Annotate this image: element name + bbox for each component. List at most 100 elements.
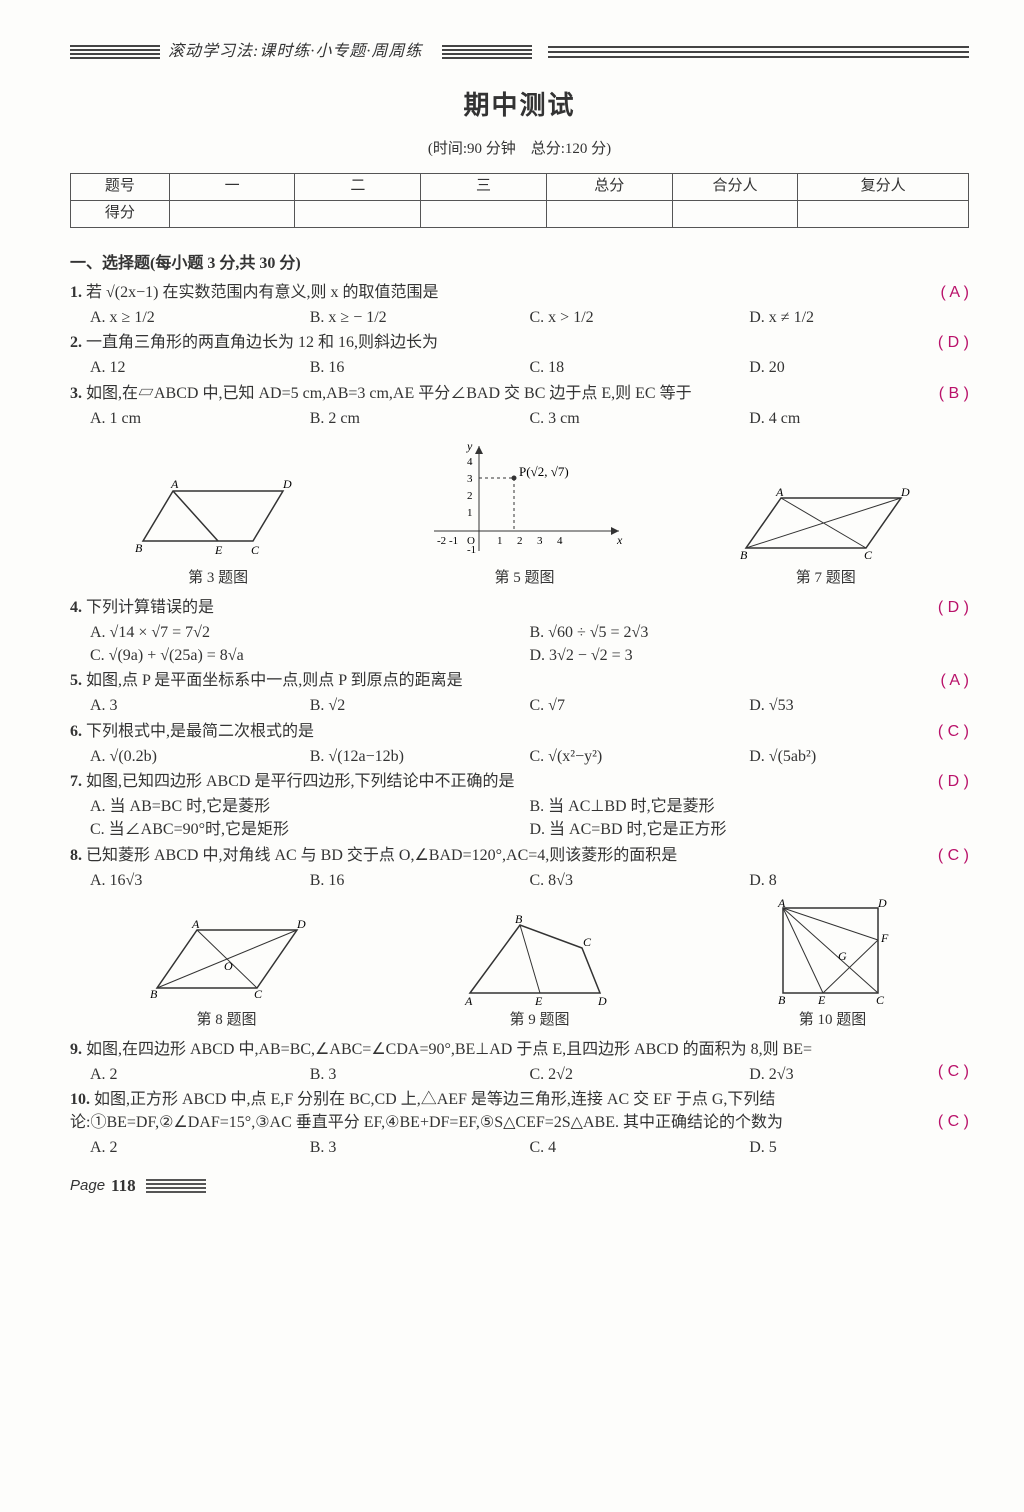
svg-text:E: E [534,994,543,1008]
figure-5: x y O -1-2 1234 1234 -1 P(√2, √7) 第 5 题图 [419,436,629,590]
svg-text:A: A [170,477,179,491]
svg-text:2: 2 [467,490,473,502]
svg-text:D: D [900,486,910,499]
svg-text:-1: -1 [449,535,458,547]
series-title: 滚动学习法:课时练·小专题·周周练 [168,40,422,63]
td [295,200,421,227]
options-3: A. 1 cm B. 2 cm C. 3 cm D. 4 cm [90,407,969,430]
question-3: 3. 如图,在▱ABCD 中,已知 AD=5 cm,AB=3 cm,AE 平分∠… [70,382,969,405]
opt: D. √53 [749,694,969,717]
figcap: 第 7 题图 [736,568,916,590]
opt: C. √(x²−y²) [530,745,750,768]
opt: A. 2 [90,1136,310,1159]
svg-text:3: 3 [467,473,473,485]
question-7: 7. 如图,已知四边形 ABCD 是平行四边形,下列结论中不正确的是 D [70,770,969,793]
figure-3: A D B E C 第 3 题图 [123,476,313,590]
figure-7: A D B C 第 7 题图 [736,486,916,590]
opt: C. 4 [530,1136,750,1159]
svg-text:D: D [597,994,607,1008]
stem: 6. 下列根式中,是最简二次根式的是 [70,723,314,740]
opt: D. 5 [749,1136,969,1159]
stem: 2. 一直角三角形的两直角边长为 12 和 16,则斜边长为 [70,334,438,351]
th: 题号 [71,173,170,200]
svg-text:B: B [778,993,786,1007]
svg-text:C: C [254,987,263,1001]
opt: C. 18 [530,356,750,379]
svg-text:y: y [466,439,473,453]
th: 复分人 [798,173,969,200]
opt: D. 20 [749,356,969,379]
svg-text:D: D [296,918,306,931]
options-1: A. x ≥ 1/2 B. x ≥ − 1/2 C. x > 1/2 D. x … [90,306,969,329]
options-9: A. 2 B. 3 C. 2√2 D. 2√3 [90,1063,969,1086]
opt: B. x ≥ − 1/2 [310,306,530,329]
stem: 5. 如图,点 P 是平面坐标系中一点,则点 P 到原点的距离是 [70,672,463,689]
figcap: 第 10 题图 [768,1010,898,1032]
figcap: 第 5 题图 [419,568,629,590]
question-9: 9. 如图,在四边形 ABCD 中,AB=BC,∠ABC=∠CDA=90°,BE… [70,1038,969,1061]
figcap: 第 9 题图 [455,1010,625,1032]
opt: C. 当∠ABC=90°时,它是矩形 [90,818,530,841]
td: 得分 [71,200,170,227]
stem: 7. 如图,已知四边形 ABCD 是平行四边形,下列结论中不正确的是 [70,773,514,790]
figcap: 第 8 题图 [142,1010,312,1032]
answer: D [938,331,969,354]
page-footer: Page 118 [70,1174,969,1199]
th: 合分人 [672,173,798,200]
svg-text:A: A [191,918,200,931]
page-label: Page [70,1175,105,1197]
question-4: 4. 下列计算错误的是 D [70,596,969,619]
opt: B. √(12a−12b) [310,745,530,768]
point-label: P(√2, √7) [519,464,569,479]
svg-text:C: C [864,548,873,562]
svg-text:F: F [880,931,889,945]
svg-text:C: C [583,935,592,949]
svg-text:O: O [224,959,233,973]
opt: A. 16√3 [90,869,310,892]
options-4: A. √14 × √7 = 7√2 B. √60 ÷ √5 = 2√3 C. √… [90,621,969,667]
stem: 9. 如图,在四边形 ABCD 中,AB=BC,∠ABC=∠CDA=90°,BE… [70,1041,812,1058]
answer: B [939,382,969,405]
options-5: A. 3 B. √2 C. √7 D. √53 [90,694,969,717]
opt: D. 当 AC=BD 时,它是正方形 [530,818,970,841]
figure-10: A D B C E F G 第 10 题图 [768,898,898,1032]
options-2: A. 12 B. 16 C. 18 D. 20 [90,356,969,379]
figure-row-2: A D B C O 第 8 题图 A B C D E 第 9 题图 A D B [70,898,969,1032]
opt: D. x ≠ 1/2 [749,306,969,329]
figure-9: A B C D E 第 9 题图 [455,913,625,1032]
th: 三 [421,173,547,200]
svg-text:C: C [251,543,260,557]
svg-text:G: G [838,949,847,963]
th: 总分 [546,173,672,200]
opt: B. 当 AC⊥BD 时,它是菱形 [530,795,970,818]
svg-text:B: B [515,913,523,926]
opt: A. √(0.2b) [90,745,310,768]
opt: B. 2 cm [310,407,530,430]
svg-text:1: 1 [467,507,473,519]
answer: C [938,1060,969,1083]
answer: C [938,844,969,867]
page-number: 118 [111,1174,136,1199]
answer: D [938,596,969,619]
opt: B. 3 [310,1136,530,1159]
answer: C [938,1110,969,1133]
td [798,200,969,227]
exam-meta: (时间:90 分钟 总分:120 分) [70,139,969,161]
opt: B. 16 [310,869,530,892]
opt: B. √2 [310,694,530,717]
options-6: A. √(0.2b) B. √(12a−12b) C. √(x²−y²) D. … [90,745,969,768]
stem: 3. 如图,在▱ABCD 中,已知 AD=5 cm,AB=3 cm,AE 平分∠… [70,385,692,402]
opt: C. √7 [530,694,750,717]
opt: C. x > 1/2 [530,306,750,329]
question-8: 8. 已知菱形 ABCD 中,对角线 AC 与 BD 交于点 O,∠BAD=12… [70,844,969,867]
svg-text:E: E [214,543,223,557]
question-2: 2. 一直角三角形的两直角边长为 12 和 16,则斜边长为 D [70,331,969,354]
header-rule-right [548,51,969,53]
svg-text:1: 1 [497,535,503,547]
opt: B. 3 [310,1063,530,1086]
svg-text:B: B [740,548,748,562]
td [421,200,547,227]
svg-text:C: C [876,993,885,1007]
opt: B. 16 [310,356,530,379]
svg-text:B: B [150,987,158,1001]
